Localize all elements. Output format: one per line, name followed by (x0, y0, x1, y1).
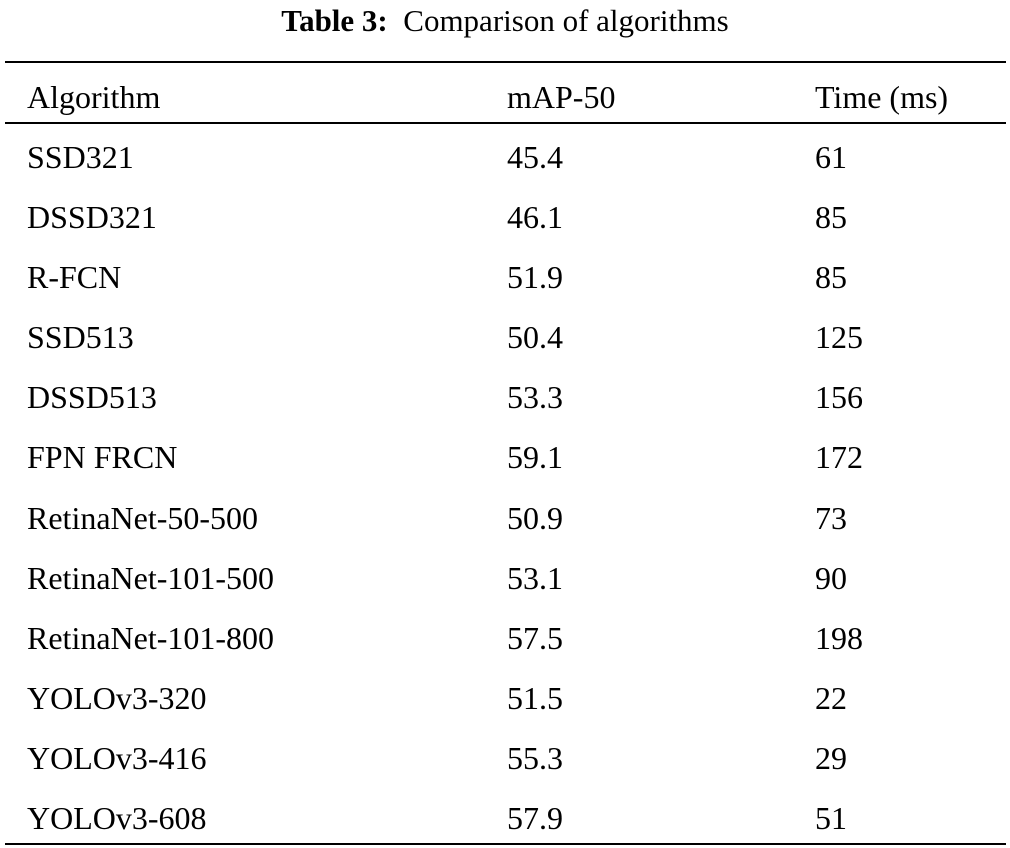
cell-map-50: 57.9 (507, 800, 563, 836)
cell-map-50: 59.1 (507, 439, 563, 475)
cell-algorithm: YOLOv3-320 (27, 680, 207, 716)
table-row: YOLOv3-320 51.5 22 (0, 668, 1010, 728)
cell-map-50: 53.3 (507, 379, 563, 415)
cell-algorithm: RetinaNet-101-800 (27, 620, 275, 656)
cell-time: 22 (815, 680, 847, 716)
header-algorithm: Algorithm (27, 79, 161, 115)
cell-map-50: 50.9 (507, 500, 563, 536)
table-row: DSSD321 46.1 85 (0, 187, 1010, 247)
cell-algorithm: YOLOv3-416 (27, 740, 207, 776)
table-header-rule (5, 122, 1006, 124)
table-row: FPN FRCN 59.1 172 (0, 427, 1010, 487)
cell-algorithm: R-FCN (27, 259, 122, 295)
table-row: SSD513 50.4 125 (0, 307, 1010, 367)
cell-algorithm: FPN FRCN (27, 439, 178, 475)
cell-algorithm: DSSD321 (27, 199, 157, 235)
table-row: DSSD513 53.3 156 (0, 367, 1010, 427)
table-bottom-rule (5, 843, 1006, 845)
table-row: YOLOv3-608 57.9 51 (0, 788, 1010, 848)
cell-algorithm: RetinaNet-101-500 (27, 560, 275, 596)
table-caption-label: Table 3: (281, 3, 388, 38)
cell-time: 125 (815, 319, 863, 355)
cell-map-50: 51.9 (507, 259, 563, 295)
table-row: SSD321 45.4 61 (0, 127, 1010, 187)
cell-map-50: 53.1 (507, 560, 563, 596)
table-row: RetinaNet-101-800 57.5 198 (0, 608, 1010, 668)
cell-time: 172 (815, 439, 863, 475)
cell-time: 51 (815, 800, 847, 836)
table-caption: Table 3: Comparison of algorithms (0, 2, 1010, 40)
cell-algorithm: YOLOv3-608 (27, 800, 207, 836)
cell-time: 90 (815, 560, 847, 596)
cell-algorithm: DSSD513 (27, 379, 157, 415)
table-caption-text: Comparison of algorithms (403, 3, 729, 38)
table-row: RetinaNet-101-500 53.1 90 (0, 548, 1010, 608)
cell-map-50: 45.4 (507, 139, 563, 175)
cell-map-50: 46.1 (507, 199, 563, 235)
cell-algorithm: RetinaNet-50-500 (27, 500, 259, 536)
cell-map-50: 50.4 (507, 319, 563, 355)
cell-map-50: 51.5 (507, 680, 563, 716)
table-row: YOLOv3-416 55.3 29 (0, 728, 1010, 788)
cell-map-50: 57.5 (507, 620, 563, 656)
cell-map-50: 55.3 (507, 740, 563, 776)
cell-algorithm: SSD513 (27, 319, 134, 355)
header-time: Time (ms) (815, 79, 949, 115)
header-map-50: mAP-50 (507, 79, 616, 115)
cell-time: 73 (815, 500, 847, 536)
table-row: R-FCN 51.9 85 (0, 247, 1010, 307)
cell-algorithm: SSD321 (27, 139, 134, 175)
cell-time: 156 (815, 379, 863, 415)
cell-time: 85 (815, 259, 847, 295)
table-row: RetinaNet-50-500 50.9 73 (0, 488, 1010, 548)
cell-time: 29 (815, 740, 847, 776)
table-header-row: Algorithm mAP-50 Time (ms) (0, 67, 1010, 127)
cell-time: 85 (815, 199, 847, 235)
cell-time: 198 (815, 620, 863, 656)
table-top-rule (5, 61, 1006, 63)
cell-time: 61 (815, 139, 847, 175)
